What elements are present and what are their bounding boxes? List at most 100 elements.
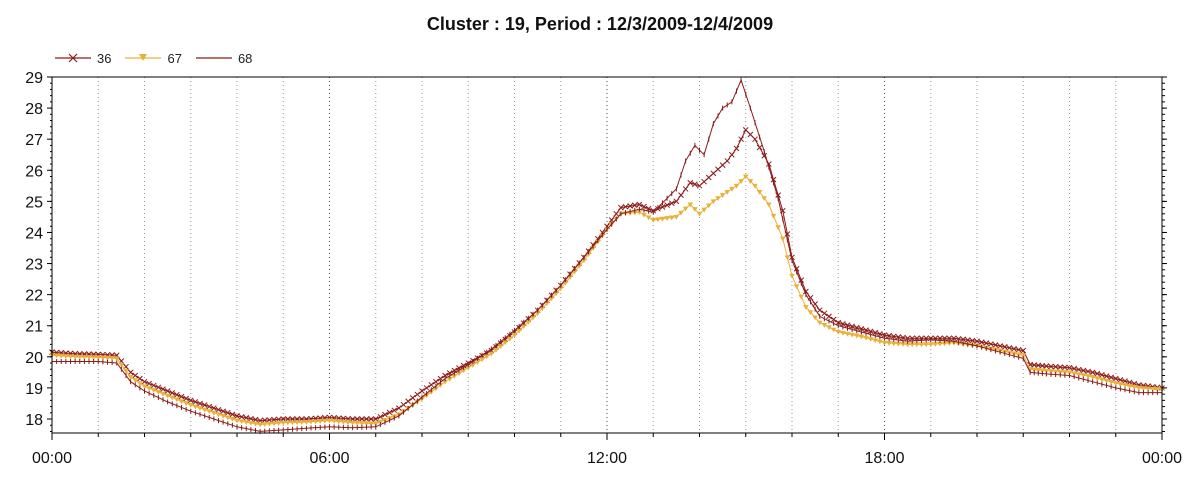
data-point-67 bbox=[705, 203, 712, 209]
data-point-36 bbox=[423, 385, 430, 391]
data-point-36 bbox=[252, 416, 259, 423]
y-tick-label: 29 bbox=[25, 70, 43, 87]
data-point-67 bbox=[789, 273, 795, 279]
data-point-67 bbox=[1108, 380, 1114, 385]
data-point-36 bbox=[992, 342, 999, 348]
data-point-67 bbox=[1048, 369, 1054, 374]
chart-title: Cluster : 19, Period : 12/3/2009-12/4/20… bbox=[426, 14, 774, 34]
data-point-36 bbox=[1112, 375, 1119, 382]
data-point-36 bbox=[349, 416, 356, 422]
data-point-67 bbox=[821, 322, 828, 328]
data-point-36 bbox=[1011, 345, 1017, 352]
data-point-67 bbox=[95, 355, 102, 361]
data-point-67 bbox=[1020, 353, 1027, 359]
data-point-67 bbox=[197, 406, 203, 411]
series-line-68 bbox=[52, 78, 1162, 432]
data-point-67 bbox=[830, 327, 837, 333]
data-point-67 bbox=[257, 422, 263, 428]
data-point-36 bbox=[1080, 367, 1087, 374]
data-point-36 bbox=[756, 144, 763, 151]
x-tick-label: 06:00 bbox=[309, 450, 349, 467]
data-point-36 bbox=[1020, 347, 1027, 354]
data-point-67 bbox=[372, 421, 379, 427]
data-point-67 bbox=[53, 353, 60, 359]
data-point-67 bbox=[692, 207, 698, 212]
data-point-67 bbox=[183, 401, 189, 406]
data-point-67 bbox=[826, 325, 832, 331]
data-point-67 bbox=[363, 421, 370, 427]
data-point-36 bbox=[701, 178, 707, 185]
data-point-36 bbox=[391, 407, 398, 414]
x-tick-label: 12:00 bbox=[587, 450, 627, 467]
data-point-36 bbox=[821, 310, 828, 317]
data-point-67 bbox=[1145, 386, 1151, 392]
data-point-36 bbox=[789, 254, 795, 261]
data-point-67 bbox=[941, 341, 948, 347]
legend-swatch-68 bbox=[195, 57, 232, 59]
data-point-67 bbox=[927, 342, 934, 348]
data-point-36 bbox=[1057, 364, 1064, 370]
data-point-67 bbox=[206, 409, 213, 415]
y-tick-label: 20 bbox=[25, 350, 43, 367]
data-point-67 bbox=[335, 419, 342, 425]
data-point-36 bbox=[164, 388, 171, 394]
data-point-67 bbox=[474, 360, 481, 365]
data-point-67 bbox=[174, 397, 180, 403]
data-point-67 bbox=[1117, 382, 1124, 387]
data-point-67 bbox=[724, 190, 731, 195]
data-point-67 bbox=[271, 421, 277, 427]
data-point-67 bbox=[557, 286, 564, 292]
data-point-67 bbox=[81, 355, 88, 360]
data-point-36 bbox=[266, 417, 273, 423]
data-point-67 bbox=[863, 335, 869, 341]
data-point-67 bbox=[664, 216, 670, 221]
data-point-67 bbox=[645, 215, 652, 221]
data-point-67 bbox=[164, 393, 171, 399]
data-point-36 bbox=[900, 334, 906, 341]
data-point-67 bbox=[835, 329, 842, 335]
data-point-67 bbox=[1031, 367, 1038, 373]
data-point-67 bbox=[886, 341, 892, 346]
data-point-36 bbox=[983, 340, 990, 346]
data-point-67 bbox=[326, 418, 333, 424]
data-point-36 bbox=[877, 330, 883, 337]
legend-label-67: 67 bbox=[167, 50, 182, 66]
data-point-67 bbox=[872, 338, 879, 344]
x-tick-label: 00:00 bbox=[1142, 450, 1182, 467]
legend-item-67: 67 bbox=[125, 50, 182, 66]
data-point-36 bbox=[386, 409, 393, 416]
data-point-67 bbox=[67, 354, 74, 360]
data-point-67 bbox=[1043, 368, 1050, 374]
data-point-67 bbox=[853, 333, 860, 339]
data-point-36 bbox=[1103, 373, 1110, 379]
data-point-67 bbox=[229, 417, 236, 422]
data-point-36 bbox=[978, 339, 985, 346]
data-point-36 bbox=[169, 390, 176, 396]
data-point-67 bbox=[1066, 370, 1073, 376]
series-line-67 bbox=[51, 175, 1163, 426]
data-point-67 bbox=[252, 421, 259, 427]
data-point-36 bbox=[641, 203, 647, 210]
data-point-36 bbox=[1071, 365, 1077, 372]
data-point-67 bbox=[914, 342, 920, 348]
data-point-36 bbox=[955, 335, 962, 342]
data-point-67 bbox=[877, 339, 883, 345]
data-point-67 bbox=[539, 306, 546, 312]
data-point-36 bbox=[951, 335, 957, 342]
data-point-67 bbox=[1154, 387, 1161, 392]
data-point-67 bbox=[442, 379, 448, 385]
data-point-67 bbox=[141, 384, 148, 390]
data-point-36 bbox=[363, 416, 370, 422]
data-point-67 bbox=[520, 324, 527, 330]
data-point-67 bbox=[1140, 386, 1147, 392]
data-point-36 bbox=[1066, 364, 1073, 371]
data-point-67 bbox=[1057, 369, 1064, 375]
data-point-36 bbox=[224, 409, 231, 416]
data-point-67 bbox=[1089, 375, 1096, 380]
data-point-36 bbox=[280, 416, 287, 422]
data-point-36 bbox=[840, 321, 846, 327]
data-point-67 bbox=[904, 342, 911, 348]
data-point-67 bbox=[701, 207, 707, 213]
data-point-67 bbox=[58, 353, 65, 359]
